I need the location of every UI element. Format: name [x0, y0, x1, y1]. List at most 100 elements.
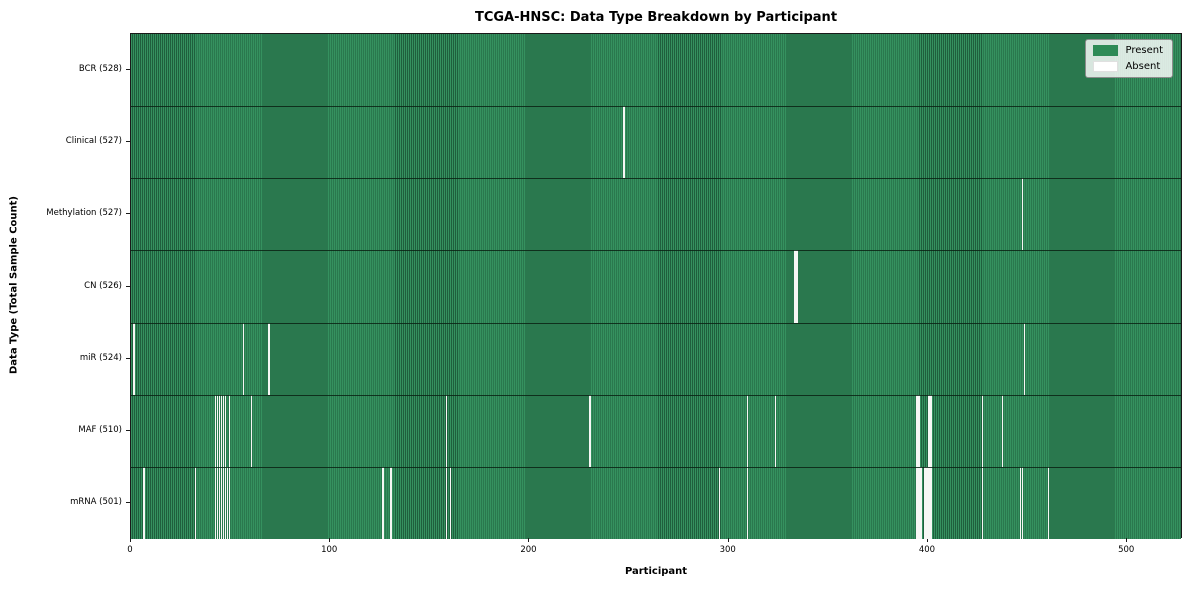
absent-stripe [214, 466, 217, 539]
x-tick-label: 500 [1118, 545, 1135, 555]
absent-stripe [390, 466, 392, 539]
y-tick-label: BCR (528) [78, 64, 122, 75]
absent-stripe [925, 466, 928, 539]
legend: Present Absent [1085, 39, 1173, 78]
x-tick-label: 400 [918, 545, 936, 555]
absent-stripe [445, 466, 448, 539]
absent-stripe [218, 394, 221, 467]
absent-stripe [222, 466, 225, 539]
absent-stripe [589, 394, 591, 467]
absent-stripe [746, 394, 749, 467]
absent-stripe [228, 466, 231, 539]
y-tick-label: miR (524) [79, 352, 122, 363]
y-tick-label: MAF (510) [78, 424, 122, 435]
absent-stripe [222, 394, 225, 467]
absent-stripe [216, 394, 219, 467]
absent-stripe [918, 466, 920, 539]
absent-stripe [1019, 466, 1022, 539]
absent-stripe [242, 322, 245, 395]
y-tick-mark [126, 285, 130, 287]
absent-stripe [132, 322, 135, 395]
heatmap-row-mrna [131, 466, 1181, 539]
heatmap-row-bcr [131, 34, 1181, 107]
absent-stripe [1021, 466, 1024, 539]
absent-stripe [220, 466, 223, 539]
absent-stripe [220, 394, 223, 467]
x-tick-mark [130, 538, 131, 542]
absent-stripe [226, 466, 229, 539]
absent-stripe [1047, 466, 1050, 539]
x-tick-label: 0 [127, 545, 133, 555]
present-swatch [1093, 45, 1119, 56]
y-tick-mark [126, 213, 130, 215]
row-separator [131, 322, 1181, 324]
row-separator [131, 178, 1181, 180]
y-tick-mark [126, 429, 130, 431]
x-axis-label: Participant [624, 566, 688, 577]
x-tick-mark [528, 538, 530, 542]
absent-stripe [981, 394, 984, 467]
absent-stripe [445, 394, 448, 467]
y-tick-label: Clinical (527) [65, 136, 122, 147]
x-tick-mark [1126, 538, 1128, 542]
absent-stripe [923, 466, 926, 539]
x-tick-mark [329, 538, 331, 542]
y-tick-label: CN (526) [84, 280, 122, 291]
absent-stripe [1023, 322, 1026, 395]
absent-stripe [718, 466, 721, 539]
row-separator [131, 106, 1181, 108]
absent-stripe [216, 466, 219, 539]
absent-stripe [218, 466, 221, 539]
legend-label-absent: Absent [1125, 61, 1161, 72]
row-separator [131, 466, 1181, 468]
absent-stripe [746, 466, 749, 539]
x-tick-mark [727, 538, 729, 542]
absent-stripe [382, 466, 384, 539]
y-tick-label: Methylation (527) [46, 208, 122, 219]
legend-entry-absent: Absent [1093, 61, 1163, 72]
absent-stripe [774, 394, 777, 467]
heatmap-row-cn [131, 250, 1181, 323]
x-tick-label: 100 [321, 545, 338, 555]
row-separator [131, 394, 1181, 396]
absent-stripe [142, 466, 145, 539]
absent-stripe [268, 322, 271, 395]
absent-stripe [224, 466, 227, 539]
absent-stripe [927, 466, 930, 539]
absent-stripe [929, 394, 932, 467]
heatmap-row-mir [131, 322, 1181, 395]
absent-stripe [796, 250, 799, 323]
x-tick-label: 300 [719, 545, 736, 555]
absent-stripe [916, 394, 918, 467]
absent-stripe [916, 466, 918, 539]
heatmap-row-maf [131, 394, 1181, 467]
absent-stripe [929, 466, 932, 539]
chart-title: TCGA-HNSC: Data Type Breakdown by Partic… [474, 10, 838, 25]
absent-stripe [623, 106, 625, 179]
y-tick-mark [126, 141, 130, 143]
absent-stripe [918, 394, 920, 467]
absent-stripe [228, 394, 231, 467]
absent-stripe [981, 466, 984, 539]
absent-stripe [1001, 394, 1004, 467]
legend-entry-present: Present [1093, 45, 1163, 56]
absent-stripe [920, 466, 922, 539]
absent-swatch [1093, 61, 1119, 72]
legend-label-present: Present [1125, 45, 1163, 56]
x-tick-mark [926, 538, 928, 542]
heatmap-row-clinical [131, 106, 1181, 179]
absent-stripe [250, 394, 253, 467]
absent-stripe [194, 466, 197, 539]
absent-stripe [449, 466, 452, 539]
absent-stripe [1021, 178, 1024, 251]
y-tick-label: mRNA (501) [70, 496, 122, 507]
absent-stripe [794, 250, 797, 323]
row-separator [131, 250, 1181, 252]
x-tick-label: 200 [520, 545, 537, 555]
heatmap-row-methylation [131, 178, 1181, 251]
absent-stripe [224, 394, 227, 467]
plot-area: Present Absent [130, 33, 1182, 539]
y-tick-mark [126, 357, 130, 359]
absent-stripe [927, 394, 930, 467]
